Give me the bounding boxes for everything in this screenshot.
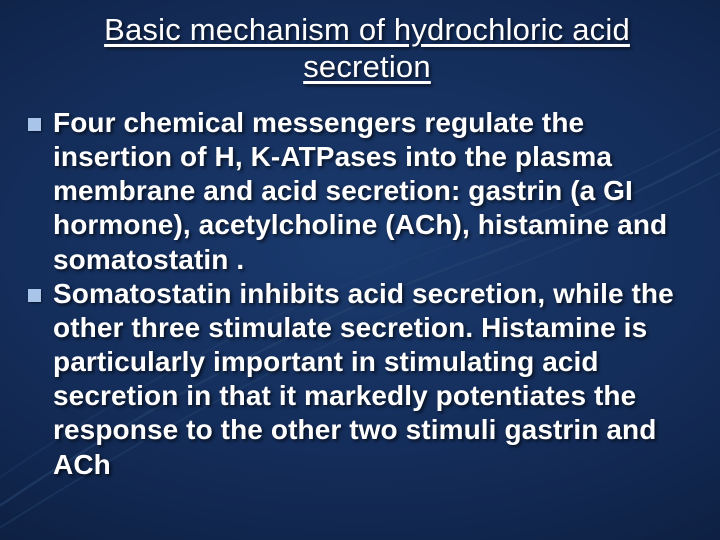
bullet-square-icon — [28, 118, 41, 131]
bullet-square-icon — [28, 289, 41, 302]
title-container: Basic mechanism of hydrochloric acid sec… — [54, 12, 680, 85]
list-item: Somatostatin inhibits acid secretion, wh… — [22, 277, 702, 482]
slide-title: Basic mechanism of hydrochloric acid sec… — [54, 12, 680, 85]
bullet-list: Four chemical messengers regulate the in… — [22, 106, 702, 482]
slide-container: Basic mechanism of hydrochloric acid sec… — [0, 0, 720, 540]
bullet-text: Somatostatin inhibits acid secretion, wh… — [53, 277, 702, 482]
bullet-text: Four chemical messengers regulate the in… — [53, 106, 702, 277]
list-item: Four chemical messengers regulate the in… — [22, 106, 702, 277]
